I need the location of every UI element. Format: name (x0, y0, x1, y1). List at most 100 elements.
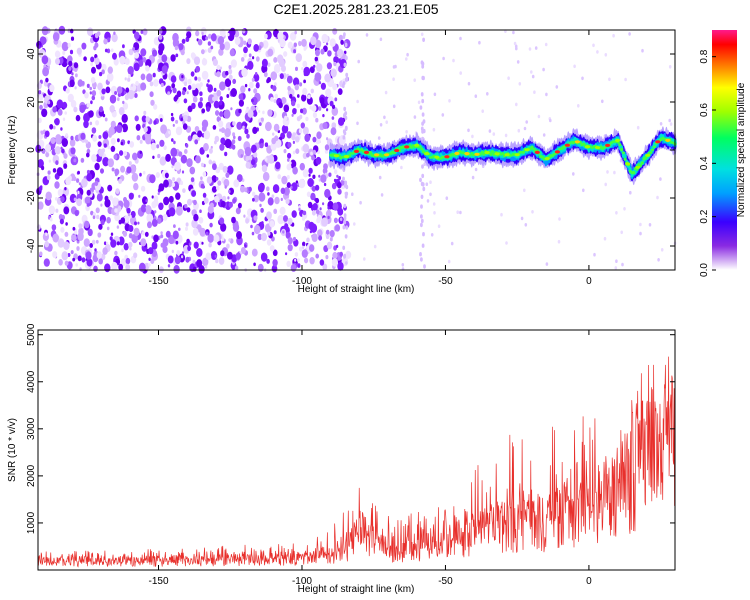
x-tick-label: -100 (292, 276, 312, 287)
noise-speck (315, 209, 320, 215)
noise-speck (228, 201, 233, 208)
noise-speck (81, 178, 88, 188)
noise-speck (49, 84, 55, 93)
noise-speck (168, 234, 175, 245)
noise-speck (253, 151, 258, 158)
noise-speck (110, 239, 117, 248)
noise-speck (107, 184, 113, 192)
noise-speck (289, 93, 293, 99)
ridge-peak (625, 162, 631, 166)
noise-speck (110, 137, 116, 145)
noise-speck (187, 198, 192, 206)
noise-speck (83, 120, 89, 129)
noise-speck (278, 102, 283, 109)
noise-speck (258, 122, 262, 126)
noise-speck (203, 130, 211, 140)
noise-speck (340, 39, 344, 45)
noise-speck (109, 105, 115, 113)
noise-speck (318, 106, 322, 111)
noise-speck (325, 234, 330, 240)
noise-speck (332, 83, 338, 91)
noise-speck (84, 196, 91, 205)
noise-speck (84, 220, 90, 229)
noise-speck (252, 110, 258, 117)
noise-speck (236, 121, 243, 130)
noise-speck (356, 99, 359, 104)
snr-series-line (37, 356, 676, 568)
noise-speck (413, 78, 417, 82)
noise-speck (131, 233, 138, 244)
x-tick-label: -50 (438, 276, 453, 287)
noise-speck (253, 44, 259, 52)
noise-speck (67, 253, 71, 257)
noise-speck (405, 130, 408, 134)
noise-speck (38, 94, 44, 101)
noise-speck (214, 195, 220, 203)
noise-speck (203, 197, 209, 204)
noise-speck (138, 262, 146, 272)
noise-speck (235, 252, 241, 260)
noise-speck (172, 87, 177, 94)
noise-speck (219, 111, 224, 117)
noise-speck (298, 40, 302, 47)
noise-speck (152, 49, 158, 57)
noise-speck (356, 121, 359, 126)
noise-speck (61, 41, 69, 52)
noise-speck (99, 71, 103, 77)
noise-speck (272, 249, 278, 257)
noise-speck (612, 33, 615, 38)
noise-speck (286, 260, 291, 267)
noise-speck (319, 97, 325, 104)
noise-speck (122, 230, 128, 237)
noise-speck (342, 176, 345, 181)
noise-speck (224, 151, 228, 157)
noise-speck (64, 111, 67, 115)
noise-speck (238, 108, 242, 114)
noise-speck (267, 109, 273, 117)
noise-speck (194, 126, 200, 133)
noise-speck (162, 213, 168, 221)
noise-speck (106, 48, 111, 54)
noise-speck (199, 82, 203, 87)
noise-speck (523, 188, 526, 193)
noise-speck (223, 109, 231, 119)
noise-speck (244, 244, 247, 248)
noise-speck (94, 180, 99, 187)
noise-speck (557, 239, 561, 244)
noise-speck (143, 126, 148, 133)
noise-speck (51, 224, 57, 231)
noise-speck (104, 48, 108, 53)
noise-speck (295, 148, 300, 154)
spectrogram-noise-region (35, 25, 677, 274)
noise-speck (186, 238, 190, 244)
ridge-cell (632, 171, 636, 175)
noise-speck (190, 71, 195, 77)
noise-speck (216, 185, 220, 191)
noise-speck (40, 130, 44, 135)
noise-speck (614, 266, 618, 270)
noise-speck (140, 185, 146, 192)
noise-speck (286, 175, 290, 180)
ridge-peak (434, 155, 440, 159)
noise-speck (311, 210, 316, 216)
noise-speck (488, 129, 492, 133)
noise-speck (544, 42, 548, 47)
noise-speck (421, 75, 425, 81)
noise-speck (86, 148, 91, 154)
noise-speck (90, 77, 96, 84)
noise-speck (306, 237, 310, 243)
spectrogram-x-ticks: -150 -100 -50 0 (149, 30, 592, 287)
noise-speck (441, 113, 445, 117)
noise-speck (120, 217, 126, 224)
noise-speck (379, 123, 383, 127)
noise-speck (337, 207, 344, 216)
noise-speck (45, 152, 49, 158)
noise-speck (176, 206, 183, 216)
noise-speck (302, 245, 305, 249)
noise-speck (37, 201, 44, 210)
ridge-peak (524, 148, 530, 152)
noise-speck (107, 158, 115, 168)
noise-speck (73, 230, 78, 235)
noise-speck (344, 77, 348, 82)
noise-speck (207, 41, 212, 46)
